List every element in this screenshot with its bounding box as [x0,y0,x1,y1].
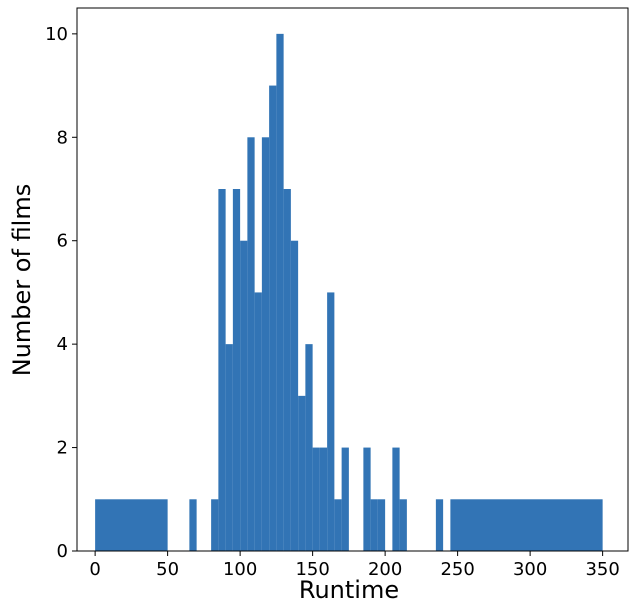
bar [261,137,270,552]
bar [189,499,197,551]
bar [377,499,386,551]
bar [211,499,219,551]
bar [225,344,233,551]
y-tick-label: 8 [57,127,68,148]
bar [435,499,444,551]
y-tick-label: 2 [57,438,68,459]
bar [298,395,306,551]
y-tick-label: 6 [57,231,68,252]
bar [312,447,320,551]
bar [370,499,378,551]
bar [283,189,291,551]
bar [450,499,603,551]
x-tick-label: 150 [295,559,329,580]
bar [319,447,328,551]
bar [95,499,168,551]
bar [218,189,226,551]
bar [254,292,262,551]
x-tick-label: 100 [223,559,257,580]
bar [334,499,342,551]
bar [305,344,313,551]
bar [269,85,277,552]
x-tick-label: 0 [89,559,100,580]
bar [240,240,248,551]
bar [392,447,400,551]
bars [95,33,603,552]
x-tick-label: 50 [156,559,179,580]
bar [290,240,299,551]
x-axis-label: Runtime [299,576,399,604]
y-axis-label: Number of films [8,184,36,376]
x-tick-label: 200 [368,559,402,580]
x-tick-label: 250 [440,559,474,580]
bar [232,189,241,551]
bar [247,137,255,552]
bar [276,33,284,552]
x-tick-label: 300 [513,559,547,580]
y-tick-label: 0 [57,541,68,562]
bar [341,447,349,551]
y-tick-label: 10 [45,24,68,45]
x-tick-label: 350 [585,559,619,580]
plot-frame [76,7,629,552]
bar [399,499,407,551]
y-tick-label: 4 [57,334,68,355]
bar [363,447,371,551]
bar [327,292,335,551]
